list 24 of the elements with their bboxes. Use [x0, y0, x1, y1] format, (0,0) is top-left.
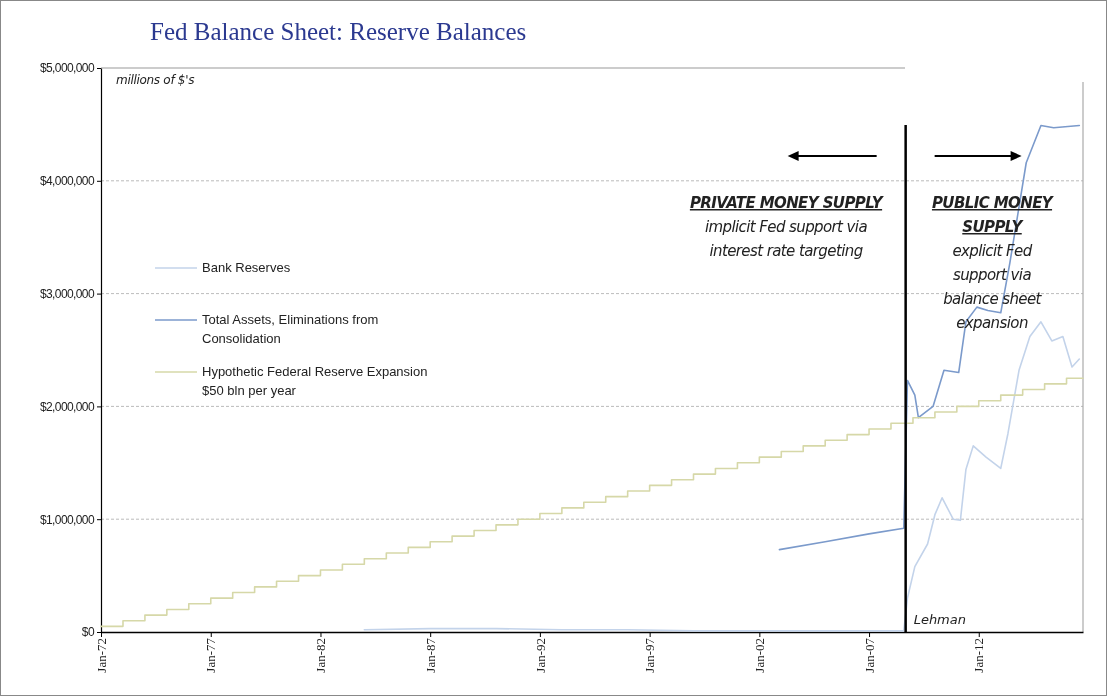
x-tick-label: Jan-82 [313, 638, 329, 673]
legend-label: Bank Reserves [202, 260, 291, 275]
x-tick-label: Jan-77 [203, 637, 219, 673]
y-tick-label: $5,000,000 [39, 61, 95, 76]
ref-line-label: Lehman [913, 612, 966, 627]
x-tick-label: Jan-02 [752, 638, 768, 673]
y-tick-label: $2,000,000 [39, 399, 95, 414]
y-tick-label: $4,000,000 [39, 174, 95, 189]
x-tick-label: Jan-07 [861, 637, 877, 673]
x-tick-label: Jan-72 [93, 638, 109, 673]
legend-label: Total Assets, Eliminations from Consolidation [202, 312, 379, 346]
x-tick-label: Jan-12 [971, 638, 987, 673]
y-tick-label: $0 [81, 625, 95, 640]
legend-label: Hypothetic Federal Reserve Expansion $50 bln per year [202, 364, 428, 398]
x-tick-label: Jan-87 [422, 637, 438, 673]
y-tick-label: $1,000,000 [39, 512, 95, 527]
annotation: millions of $'s [116, 73, 195, 87]
annotation: explicit Fed support via balance sheet expansion [943, 242, 1043, 332]
y-tick-label: $3,000,000 [39, 286, 95, 301]
x-tick-label: Jan-92 [532, 638, 548, 673]
chart-title: Fed Balance Sheet: Reserve Balances [150, 18, 527, 45]
annotation: implicit Fed support via interest rate targeting [704, 218, 868, 260]
x-tick-label: Jan-97 [642, 637, 658, 673]
annotation: PRIVATE MONEY SUPPLY [689, 194, 885, 212]
